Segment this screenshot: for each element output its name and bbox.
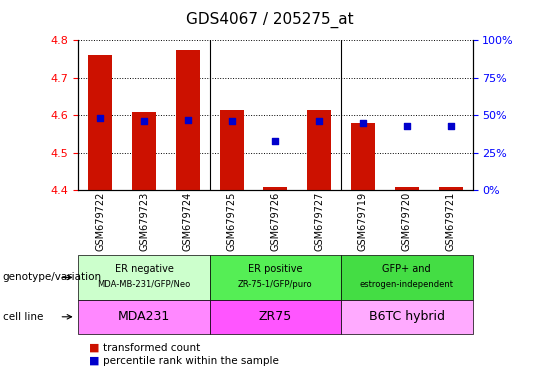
Text: MDA231: MDA231 bbox=[118, 310, 170, 323]
Text: ■: ■ bbox=[89, 343, 99, 353]
Point bbox=[96, 115, 105, 121]
Text: ZR75: ZR75 bbox=[259, 310, 292, 323]
Bar bbox=[351, 123, 375, 190]
Text: GFP+ and: GFP+ and bbox=[382, 264, 431, 274]
Text: transformed count: transformed count bbox=[103, 343, 200, 353]
Text: B6TC hybrid: B6TC hybrid bbox=[369, 310, 445, 323]
Text: GDS4067 / 205275_at: GDS4067 / 205275_at bbox=[186, 12, 354, 28]
Bar bbox=[176, 50, 200, 190]
Bar bbox=[132, 112, 156, 190]
Point bbox=[227, 118, 236, 124]
Text: estrogen-independent: estrogen-independent bbox=[360, 280, 454, 289]
Text: ZR-75-1/GFP/puro: ZR-75-1/GFP/puro bbox=[238, 280, 313, 289]
Bar bbox=[264, 187, 287, 190]
Point bbox=[359, 120, 367, 126]
Text: ■: ■ bbox=[89, 356, 99, 366]
Text: cell line: cell line bbox=[3, 312, 43, 322]
Point bbox=[184, 117, 192, 123]
Text: MDA-MB-231/GFP/Neo: MDA-MB-231/GFP/Neo bbox=[97, 280, 191, 289]
Text: ER positive: ER positive bbox=[248, 264, 302, 274]
Point bbox=[446, 122, 455, 129]
Bar bbox=[220, 109, 244, 190]
Bar bbox=[88, 55, 112, 190]
Bar bbox=[395, 187, 419, 190]
Bar bbox=[438, 187, 463, 190]
Text: ER negative: ER negative bbox=[114, 264, 173, 274]
Point bbox=[140, 118, 149, 124]
Point bbox=[402, 122, 411, 129]
Point bbox=[315, 118, 323, 124]
Bar bbox=[307, 109, 331, 190]
Text: percentile rank within the sample: percentile rank within the sample bbox=[103, 356, 279, 366]
Text: genotype/variation: genotype/variation bbox=[3, 272, 102, 283]
Point bbox=[271, 137, 280, 144]
